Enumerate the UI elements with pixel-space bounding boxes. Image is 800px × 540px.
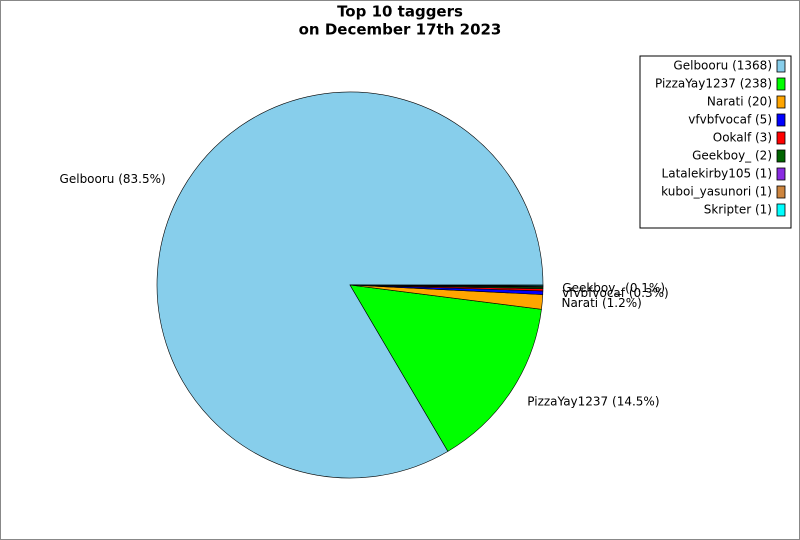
- legend-label: Ookalf (3): [713, 131, 772, 145]
- legend-label: kuboi_yasunori (1): [661, 185, 772, 199]
- slice-label: Gelbooru (83.5%): [60, 172, 166, 186]
- legend-swatch: [776, 203, 786, 217]
- legend-swatch: [776, 185, 786, 199]
- slice-label: PizzaYay1237 (14.5%): [527, 394, 659, 408]
- legend-swatch: [776, 131, 786, 145]
- chart-title: on December 17th 2023: [299, 21, 502, 39]
- slice-label: Narati (1.2%): [561, 296, 641, 310]
- legend-label: PizzaYay1237 (238): [655, 77, 772, 91]
- legend-box: [639, 55, 792, 229]
- legend-swatch: [776, 167, 786, 181]
- chart-title: Top 10 taggers: [337, 3, 463, 21]
- legend-label: Skripter (1): [704, 203, 772, 217]
- legend-swatch: [776, 77, 786, 91]
- legend-label: Narati (20): [707, 95, 772, 109]
- legend-swatch: [776, 149, 786, 163]
- legend-label: Latalekirby105 (1): [662, 167, 772, 181]
- slice-label: vfvbfvocaf (0.3%): [562, 286, 669, 300]
- legend-swatch: [776, 95, 786, 109]
- legend-swatch: [776, 113, 786, 127]
- pie-slice: [349, 284, 542, 452]
- slice-label: Geekboy_ (0.1%): [562, 281, 665, 295]
- legend-label: Gelbooru (1368): [673, 59, 772, 73]
- legend-swatch: [776, 59, 786, 73]
- pie-slice: [349, 284, 544, 287]
- legend-label: vfvbfvocaf (5): [688, 113, 772, 127]
- legend-label: Geekboy_ (2): [692, 149, 772, 163]
- pie-slice: [156, 91, 544, 479]
